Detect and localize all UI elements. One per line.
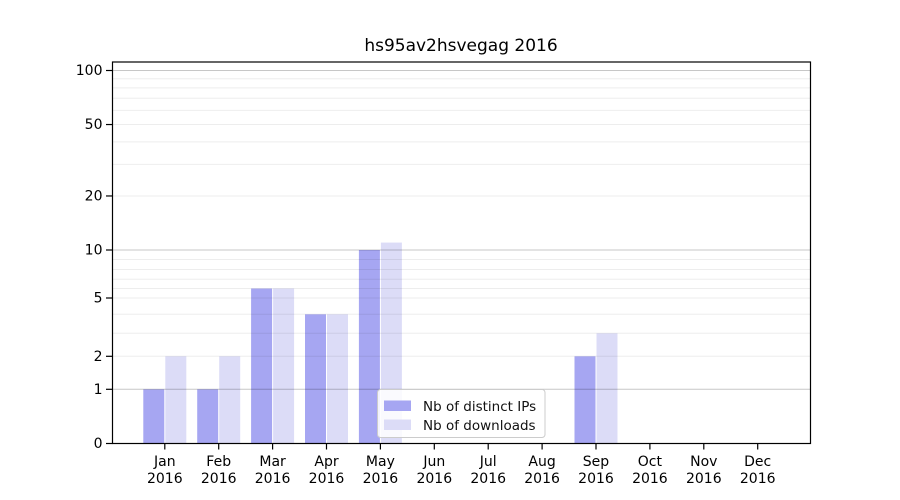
axes-group: 0125102050100Jan2016Feb2016Mar2016Apr201…: [76, 61, 812, 487]
bar-sep-series0: [574, 356, 596, 444]
legend-swatch-series1: [384, 419, 411, 430]
bar-mar-series1: [273, 288, 295, 444]
y-tick-label: 5: [94, 291, 103, 307]
x-tick-label-month: Dec: [744, 454, 771, 470]
x-tick-label-month: Feb: [206, 454, 231, 470]
x-tick-label-year: 2016: [686, 471, 722, 487]
y-tick-label: 50: [85, 117, 103, 133]
x-tick-label-month: Apr: [314, 454, 338, 470]
bar-feb-series1: [219, 356, 241, 444]
bar-apr-series0: [305, 314, 326, 444]
bar-jan-series0: [143, 389, 165, 444]
legend: Nb of distinct IPs Nb of downloads: [377, 389, 546, 438]
y-tick-label: 20: [85, 188, 103, 204]
x-tick-label-year: 2016: [416, 471, 452, 487]
legend-box: [377, 389, 546, 438]
x-tick-label-month: Mar: [259, 454, 286, 470]
bar-jan-series1: [165, 356, 187, 444]
x-tick-label-year: 2016: [524, 471, 560, 487]
legend-swatch-series0: [384, 400, 411, 411]
x-tick-label-year: 2016: [578, 471, 614, 487]
x-tick-label-year: 2016: [147, 471, 183, 487]
x-tick-label-year: 2016: [470, 471, 506, 487]
x-tick-label-month: Aug: [528, 454, 555, 470]
x-tick-label-month: Jun: [422, 454, 445, 470]
x-tick-label-year: 2016: [309, 471, 345, 487]
bar-mar-series0: [251, 288, 273, 444]
legend-label-series0: Nb of distinct IPs: [423, 399, 536, 415]
bar-sep-series1: [596, 333, 618, 444]
y-tick-label: 2: [94, 349, 103, 365]
y-tick-label: 1: [94, 382, 103, 398]
gridlines-group: [112, 70, 811, 390]
x-tick-label-month: Jan: [153, 454, 176, 470]
x-tick-label-month: Sep: [583, 454, 610, 470]
x-tick-label-month: Nov: [690, 454, 717, 470]
plot-border: [111, 61, 812, 445]
legend-label-series1: Nb of downloads: [423, 418, 536, 434]
bar-may-series0: [358, 250, 380, 444]
bar-apr-series1: [327, 314, 348, 444]
y-tick-label: 100: [76, 63, 103, 79]
x-tick-label-year: 2016: [255, 471, 291, 487]
x-tick-label-month: Jul: [479, 454, 497, 470]
chart-title: hs95av2hsvegag 2016: [364, 36, 557, 56]
x-tick-label-year: 2016: [201, 471, 237, 487]
y-tick-label: 10: [85, 243, 103, 259]
bar-feb-series0: [197, 389, 219, 444]
y-tick-label: 0: [94, 436, 103, 452]
x-tick-label-year: 2016: [632, 471, 668, 487]
x-tick-label-year: 2016: [740, 471, 776, 487]
x-tick-label-month: May: [366, 454, 395, 470]
x-tick-label-year: 2016: [363, 471, 399, 487]
x-tick-label-month: Oct: [638, 454, 663, 470]
